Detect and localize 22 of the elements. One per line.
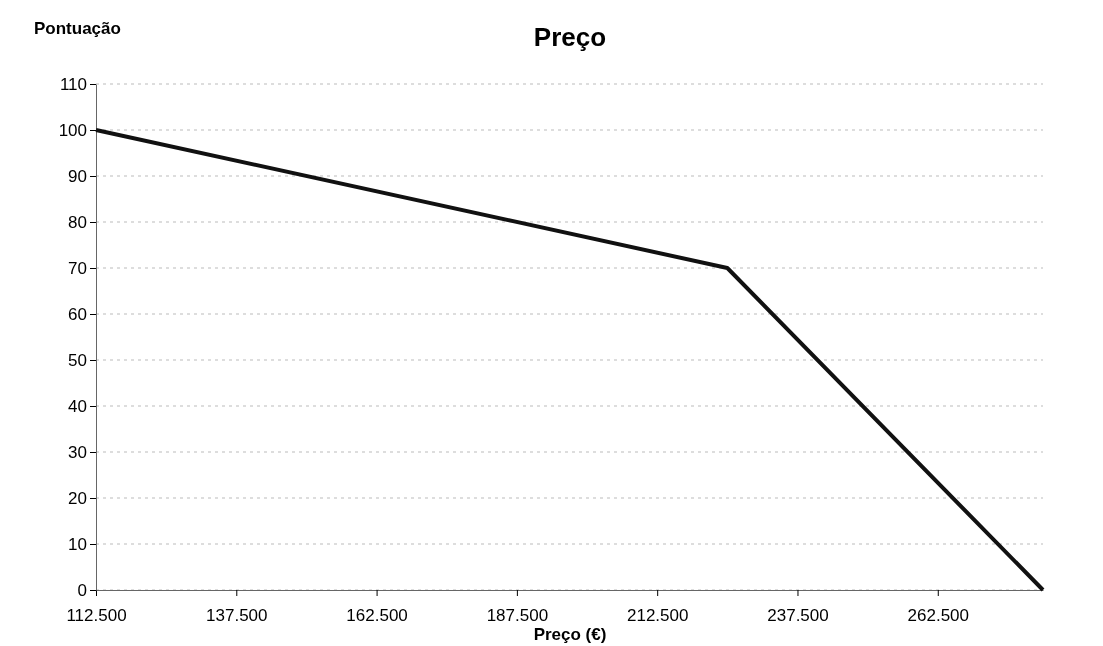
y-tick-label: 0 bbox=[77, 580, 87, 600]
chart-title: Preço bbox=[533, 22, 607, 52]
y-tick-label: 60 bbox=[68, 304, 87, 324]
y-tick-label: 70 bbox=[68, 258, 87, 278]
y-tick-label: 90 bbox=[68, 166, 87, 186]
y-tick-label: 80 bbox=[68, 212, 87, 232]
x-tick-label: 212.500 bbox=[626, 606, 689, 626]
y-tick-label: 50 bbox=[68, 350, 87, 370]
x-tick-label: 162.500 bbox=[346, 606, 408, 626]
x-tick-label: 112.500 bbox=[66, 606, 127, 626]
y-axis-title: Pontuação bbox=[34, 19, 121, 38]
y-tick-label: 20 bbox=[68, 488, 87, 508]
y-tick-label: 10 bbox=[68, 534, 87, 554]
y-tick-label: 100 bbox=[58, 120, 87, 140]
x-tick-label: 187.500 bbox=[486, 606, 549, 626]
x-tick-label: 262.500 bbox=[907, 606, 969, 626]
y-tick-label: 40 bbox=[68, 396, 87, 416]
x-tick-label: 237.500 bbox=[767, 606, 829, 626]
y-tick-label: 30 bbox=[68, 442, 87, 462]
y-tick-label: 110 bbox=[59, 74, 87, 94]
x-axis-title: Preço (€) bbox=[533, 625, 607, 644]
x-tick-label: 137.500 bbox=[206, 606, 268, 626]
